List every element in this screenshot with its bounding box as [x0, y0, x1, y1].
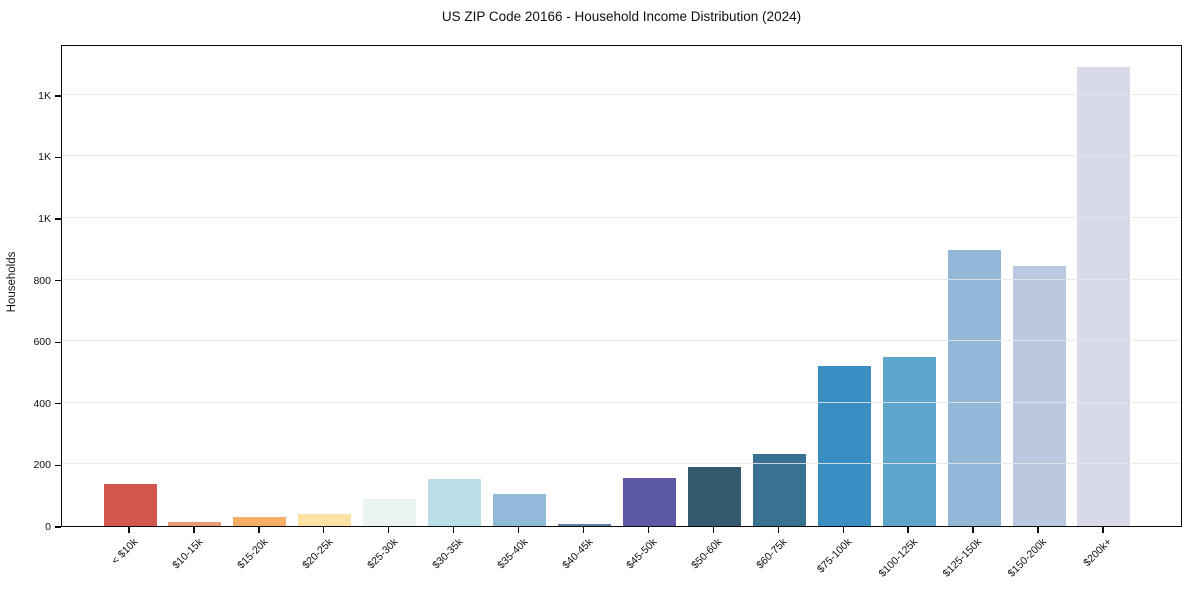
ytick-label: 600	[33, 336, 51, 349]
xtick-mark	[712, 527, 715, 533]
bar-$40-45k	[558, 523, 611, 526]
xtick-mark	[582, 527, 585, 533]
ytick-mark	[55, 464, 61, 467]
plot-area	[61, 45, 1182, 527]
xtick-mark	[193, 527, 195, 533]
xtick-label: $25-30k	[364, 536, 401, 572]
ytick-mark	[55, 95, 61, 97]
xtick-label: $35-40k	[494, 536, 531, 572]
ytick-mark	[55, 341, 61, 343]
bar-$150-200k	[1012, 265, 1066, 526]
bar-$45-50k	[622, 477, 676, 526]
ytick-label: 400	[33, 397, 51, 410]
gridline-y-1200	[62, 155, 1181, 157]
bar-$30-35k	[428, 478, 482, 526]
ytick-mark	[55, 279, 61, 282]
xtick-mark	[907, 527, 909, 533]
ytick-label: 1K	[38, 89, 51, 102]
xtick-label: < $10k	[109, 536, 141, 567]
xtick-mark	[388, 527, 390, 533]
bar-$25-30k	[363, 498, 417, 526]
bar-$200k+	[1077, 67, 1131, 526]
ytick-label: 0	[45, 521, 51, 533]
chart-title: US ZIP Code 20166 - Household Income Dis…	[441, 9, 802, 24]
xtick-label: $125-150k	[940, 536, 985, 580]
bar-$15-20k	[233, 516, 287, 526]
bar-$20-25k	[298, 514, 352, 526]
ytick-label: 800	[33, 274, 51, 287]
gridline-y-1400	[62, 93, 1181, 95]
bar-< $10k	[103, 484, 157, 526]
xtick-mark	[1102, 527, 1104, 533]
ytick-mark	[55, 403, 61, 405]
xtick-label: $45-50k	[624, 536, 660, 572]
bar-$100-125k	[882, 356, 936, 526]
bar-$75-100k	[817, 365, 871, 526]
xtick-label: $20-25k	[299, 536, 336, 572]
bar-$10-15k	[168, 522, 222, 526]
xtick-mark	[842, 527, 844, 533]
xtick-mark	[777, 527, 779, 533]
ytick-label: 1K	[38, 213, 51, 225]
bar-$50-60k	[687, 466, 741, 526]
xtick-label: $200k+	[1081, 536, 1115, 570]
xtick-label: $60-75k	[754, 536, 790, 572]
bar-$125-150k	[947, 249, 1001, 526]
xtick-mark	[128, 527, 130, 533]
bar-$35-40k	[493, 493, 547, 526]
xtick-mark	[517, 527, 520, 533]
xtick-mark	[1037, 527, 1039, 533]
xtick-mark	[647, 527, 650, 533]
ytick-label: 200	[33, 459, 51, 472]
xtick-label: $30-35k	[429, 536, 466, 572]
xtick-label: $50-60k	[689, 536, 725, 572]
ytick-mark	[55, 526, 61, 528]
xtick-label: $10-15k	[170, 536, 206, 572]
xtick-label: $150-200k	[1005, 536, 1050, 580]
xtick-mark	[323, 527, 325, 533]
xtick-label: $100-125k	[876, 536, 920, 580]
xtick-label: $15-20k	[235, 536, 271, 572]
xtick-label: $40-45k	[559, 536, 595, 572]
xtick-mark	[972, 527, 974, 533]
ytick-mark	[55, 156, 61, 159]
bar-$60-75k	[752, 453, 806, 526]
xtick-mark	[452, 527, 455, 533]
xtick-label: $75-100k	[815, 536, 855, 576]
xtick-mark	[258, 527, 260, 533]
gridline-y-1000	[62, 217, 1181, 219]
ytick-label: 1K	[38, 151, 51, 164]
ytick-mark	[55, 218, 61, 220]
